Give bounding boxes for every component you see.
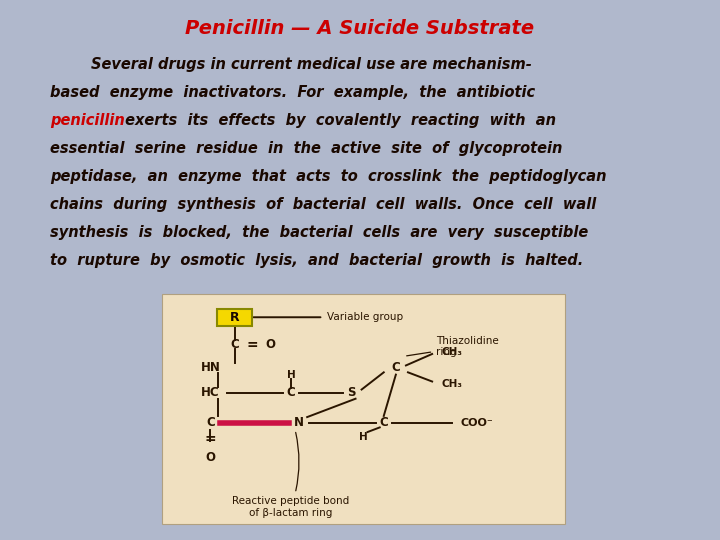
Text: C: C	[287, 387, 295, 400]
Text: H: H	[359, 431, 368, 442]
Text: H: H	[287, 369, 295, 380]
Text: Thiazolidine
ring: Thiazolidine ring	[407, 335, 499, 357]
Text: chains  during  synthesis  of  bacterial  cell  walls.  Once  cell  wall: chains during synthesis of bacterial cel…	[50, 197, 597, 212]
Text: R: R	[230, 310, 239, 324]
Text: COO⁻: COO⁻	[460, 418, 493, 428]
Text: N: N	[294, 416, 304, 429]
Text: Variable group: Variable group	[328, 312, 403, 322]
Text: Reactive peptide bond
of β-lactam ring: Reactive peptide bond of β-lactam ring	[233, 433, 350, 518]
Text: C: C	[206, 416, 215, 429]
FancyBboxPatch shape	[217, 308, 252, 326]
Text: Penicillin — A Suicide Substrate: Penicillin — A Suicide Substrate	[186, 19, 534, 38]
Text: based  enzyme  inactivators.  For  example,  the  antibiotic: based enzyme inactivators. For example, …	[50, 85, 536, 100]
Text: HN: HN	[200, 361, 220, 374]
Text: CH₃: CH₃	[442, 347, 463, 357]
Text: C: C	[379, 416, 388, 429]
Text: O: O	[266, 338, 276, 352]
Text: to  rupture  by  osmotic  lysis,  and  bacterial  growth  is  halted.: to rupture by osmotic lysis, and bacteri…	[50, 253, 584, 268]
Text: CH₃: CH₃	[442, 379, 463, 389]
Text: Several drugs in current medical use are mechanism-: Several drugs in current medical use are…	[50, 57, 532, 72]
Text: HC: HC	[201, 387, 220, 400]
Text: synthesis  is  blocked,  the  bacterial  cells  are  very  susceptible: synthesis is blocked, the bacterial cell…	[50, 225, 589, 240]
Text: S: S	[347, 387, 356, 400]
Text: peptidase,  an  enzyme  that  acts  to  crosslink  the  peptidoglycan: peptidase, an enzyme that acts to crossl…	[50, 169, 607, 184]
Text: exerts  its  effects  by  covalently  reacting  with  an: exerts its effects by covalently reactin…	[120, 113, 557, 128]
Text: essential  serine  residue  in  the  active  site  of  glycoprotein: essential serine residue in the active s…	[50, 141, 563, 156]
Text: penicillin: penicillin	[50, 113, 125, 128]
Text: =: =	[204, 432, 216, 446]
Text: =: =	[247, 338, 258, 352]
Text: C: C	[392, 361, 400, 374]
FancyBboxPatch shape	[162, 294, 565, 524]
Text: O: O	[205, 451, 215, 464]
Text: C: C	[230, 338, 239, 352]
